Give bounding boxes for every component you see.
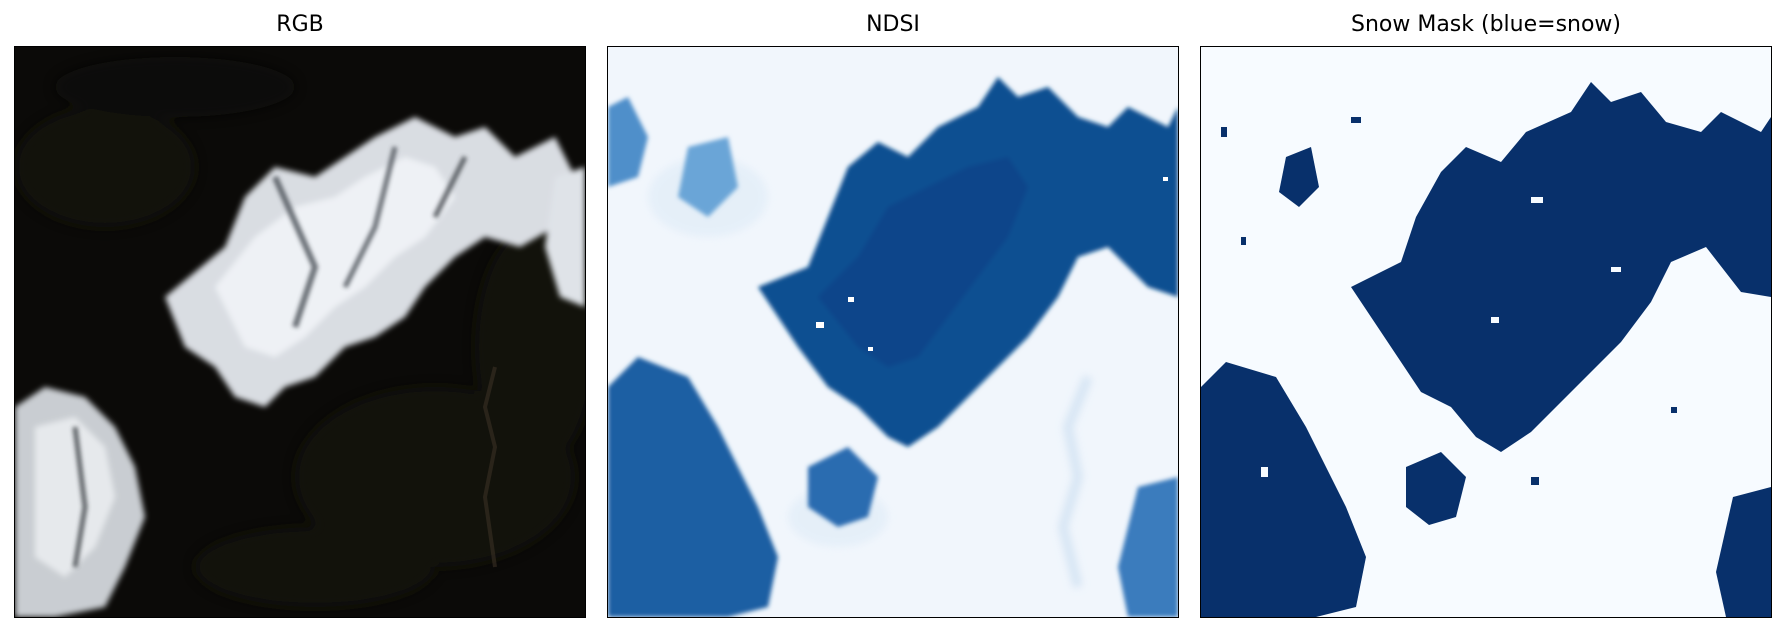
rgb-image — [14, 46, 586, 618]
rgb-panel-title: RGB — [276, 12, 324, 37]
snow-mask-panel-title: Snow Mask (blue=snow) — [1350, 12, 1622, 37]
snow-mask-image — [1200, 46, 1772, 618]
snow-mask-panel: Snow Mask (blue=snow) — [1200, 0, 1772, 631]
ndsi-panel: NDSI — [607, 0, 1179, 631]
rgb-panel: RGB — [14, 0, 586, 631]
ndsi-image — [607, 46, 1179, 618]
ndsi-panel-title: NDSI — [866, 12, 920, 37]
